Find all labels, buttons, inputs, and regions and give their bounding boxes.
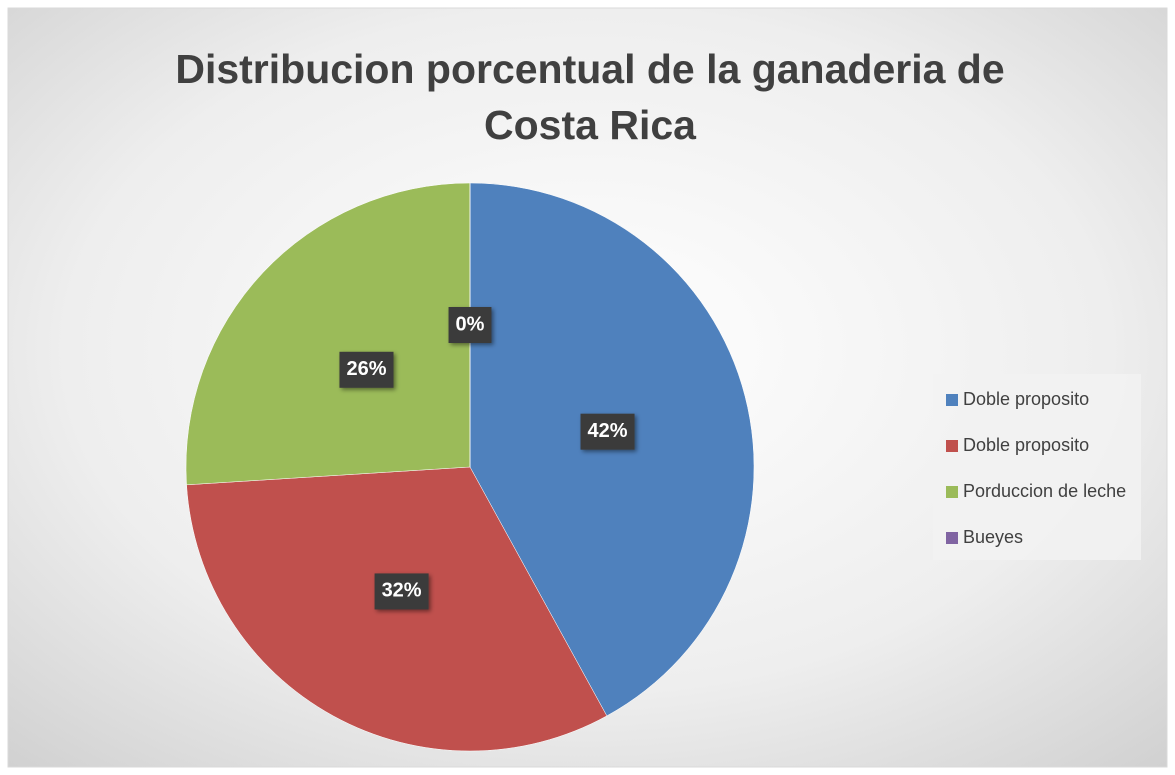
data-label: 42% [580,413,635,450]
legend-swatch [946,394,958,406]
data-label-text: 42% [588,420,628,442]
legend-label: Doble proposito [963,389,1089,409]
legend-swatch [946,486,958,498]
data-label-box [374,573,429,610]
data-label: 26% [339,351,394,388]
legend-swatch [946,532,958,544]
data-label-text: 0% [456,313,485,335]
legend-swatch [946,440,958,452]
data-label-text: 32% [382,580,422,602]
chart-title: Distribucion porcentual de la ganaderia … [175,46,1004,148]
legend-label: Doble proposito [963,435,1089,455]
data-label-box [448,307,492,343]
data-label: 0% [448,307,492,343]
pie-slice [185,182,471,486]
data-label-box [580,413,635,450]
data-label-text: 26% [346,358,386,380]
data-label-box [339,351,394,388]
legend-box [933,374,1141,560]
legend-label: Porduccion de leche [963,481,1126,501]
data-label: 32% [374,573,429,610]
legend-label: Bueyes [963,527,1023,547]
